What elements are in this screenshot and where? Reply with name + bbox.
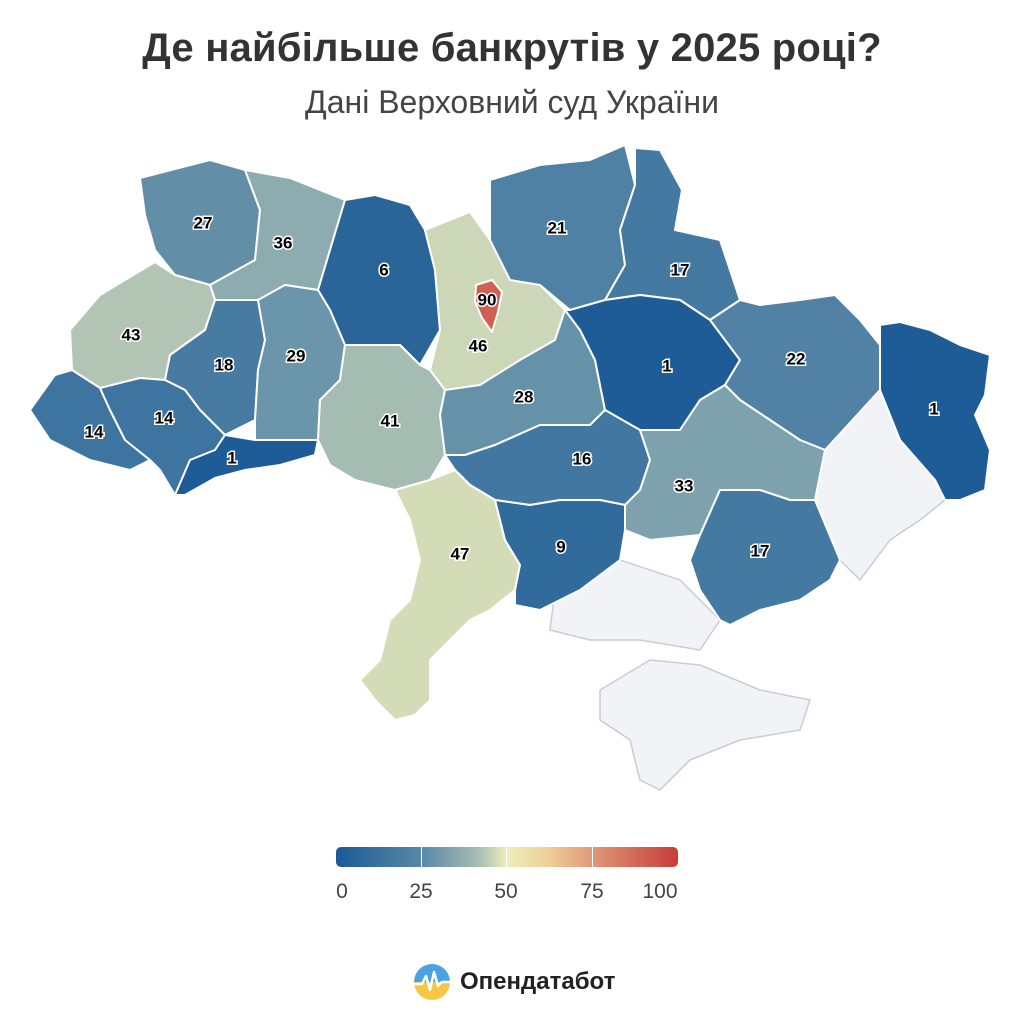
region-value-label: 17 [751,541,770,560]
legend-label-50: 50 [494,880,518,903]
region-value-label: 47 [451,544,470,563]
legend-label-75: 75 [580,880,604,903]
region-value-label: 18 [215,355,234,374]
region-mykolaiv[interactable] [469,484,626,611]
region-value-label: 6 [379,260,388,279]
page-title: Де найбільше банкрутів у 2025 році? [142,26,882,70]
opendatabot-logo-icon [414,964,450,1000]
region-value-label: 28 [515,387,534,406]
value-labels: 27 36 6 90 46 21 17 43 18 29 14 14 1 41 28 1 22 1 16 33 47 9 1… [83,212,940,565]
region-chernivtsi[interactable] [174,434,319,496]
region-value-label: 9 [556,537,565,556]
region-value-label: 29 [287,346,306,365]
region-value-label: 46 [469,336,488,355]
region-value-label: 33 [675,476,694,495]
region-value-label: 43 [122,325,141,344]
legend-tick [421,847,422,867]
legend-tick [592,847,593,867]
region-value-label: 22 [787,349,806,368]
region-value-label: 16 [573,449,592,468]
region-value-label: 36 [274,233,293,252]
region-luhansk[interactable] [879,321,991,501]
region-crimea [599,659,811,791]
region-value-label: 17 [671,260,690,279]
legend-label-0: 0 [336,880,348,903]
region-value-label: 90 [478,290,497,309]
legend-tick [506,847,507,867]
legend-label-100: 100 [642,880,678,903]
region-value-label: 1 [929,399,938,418]
region-value-label: 14 [85,422,104,441]
region-value-label: 27 [194,213,213,232]
brand-name: Опендатабот [460,968,616,995]
legend-color-bar [336,847,678,867]
region-value-label: 14 [155,408,174,427]
brand: Опендатабот [412,962,615,1002]
region-value-label: 1 [227,448,236,467]
region-value-label: 21 [548,218,567,237]
region-zaporizhzhia[interactable] [689,489,841,626]
region-value-label: 1 [662,356,671,375]
region-kherson [549,559,721,651]
region-kyiv-city[interactable] [474,279,503,333]
page-subtitle: Дані Верховний суд України [305,84,719,120]
legend-label-25: 25 [409,880,433,903]
region-value-label: 41 [381,411,400,430]
